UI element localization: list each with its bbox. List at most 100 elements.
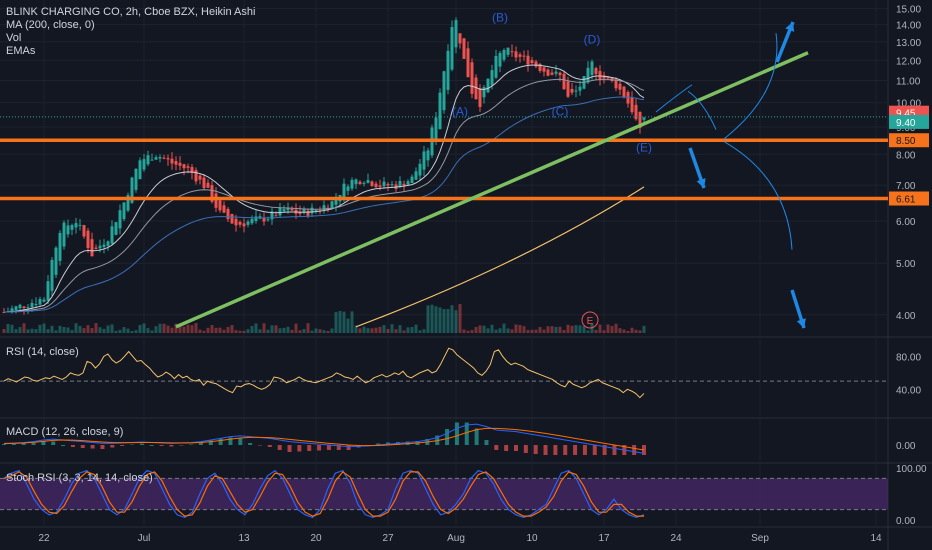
price-tag-value: 9.45 (896, 109, 916, 120)
candle-body (546, 69, 550, 76)
price-tick-label: 7.00 (896, 181, 916, 192)
macd-histogram-bar (297, 445, 302, 452)
candle-body (130, 177, 134, 203)
volume-bar (538, 327, 542, 333)
candle-body (510, 51, 514, 53)
candle-body (514, 51, 518, 58)
candle-body (150, 159, 154, 161)
macd-label[interactable]: MACD (12, 26, close, 9) (6, 426, 124, 438)
price-tag-bg (889, 133, 929, 148)
price-tick-label: 11.00 (896, 76, 921, 87)
volume-bar (522, 326, 526, 333)
candle-body (574, 90, 578, 92)
candle-body (642, 117, 646, 120)
candle-body (386, 183, 390, 186)
candle-body (146, 155, 150, 165)
volume-bar (634, 329, 638, 333)
macd-histogram-bar (543, 445, 548, 455)
rsi-label[interactable]: RSI (14, close) (6, 346, 79, 358)
indicator-emas[interactable]: EMAs (6, 45, 36, 57)
stoch-tick-label: 0.00 (896, 516, 916, 527)
macd-histogram-bar (474, 428, 479, 445)
candle-body (110, 226, 114, 244)
indicator-ma200[interactable]: MA (200, close, 0) (6, 19, 95, 31)
volume-bar (642, 325, 646, 333)
volume-bar (146, 328, 150, 333)
time-tick-label: 24 (670, 533, 682, 544)
chart-legend: BLINK CHARGING CO, 2h, Cboe BZX, Heikin … (6, 6, 255, 58)
volume-bar (462, 329, 466, 333)
volume-bar (82, 328, 86, 333)
volume-bar (534, 329, 538, 333)
candle-body (606, 77, 610, 79)
volume-bar (142, 323, 146, 333)
macd-histogram-bar (277, 445, 282, 450)
volume-bar (190, 325, 194, 333)
candle-body (302, 208, 306, 213)
volume-bar (370, 328, 374, 333)
time-tick-label: 13 (238, 533, 250, 544)
macd-histogram-bar (484, 440, 489, 445)
candle-body (138, 160, 142, 180)
candle-body (538, 64, 542, 71)
volume-bar (42, 323, 46, 333)
volume-bar (614, 323, 618, 333)
volume-bar (490, 324, 494, 333)
candle-body (210, 185, 214, 202)
candle-body (126, 195, 130, 211)
volume-bar (426, 305, 430, 333)
candle-body (54, 247, 58, 275)
candle-body (598, 71, 602, 80)
volume-bar (306, 323, 310, 333)
stoch-label[interactable]: Stoch RSI (3, 3, 14, 14, close) (6, 472, 153, 484)
stoch-tick-label: 100.00 (896, 464, 927, 475)
volume-bar (418, 330, 422, 333)
candle-body (590, 61, 594, 75)
volume-bar (114, 330, 118, 333)
volume-bar (486, 328, 490, 333)
candle-body (254, 216, 258, 222)
indicator-vol[interactable]: Vol (6, 32, 22, 44)
volume-bar (194, 323, 198, 333)
candle-body (446, 50, 450, 90)
time-tick-label: Aug (447, 533, 465, 544)
volume-bar (318, 329, 322, 333)
volume-bar (54, 330, 58, 333)
price-tick-label: 4.00 (896, 311, 916, 322)
candle-body (18, 304, 22, 309)
wave-label: (E) (636, 140, 652, 154)
wave-label: (A) (452, 105, 468, 119)
candle-body (586, 67, 590, 83)
volume-bar (546, 326, 550, 333)
macd-histogram-bar (602, 445, 607, 455)
macd-histogram-bar (189, 444, 194, 445)
price-tag-orange: 6.61 (889, 191, 929, 206)
candle-body (382, 181, 386, 187)
price-tag-bg (889, 114, 929, 129)
volume-bar (98, 327, 102, 333)
macd-histogram-bar (346, 445, 351, 450)
candle-body (22, 306, 26, 309)
candle-body (234, 218, 238, 226)
volume-bar (446, 309, 450, 333)
macd-histogram-bar (218, 438, 223, 445)
volume-bar (502, 323, 506, 333)
volume-bar (586, 330, 590, 333)
macd-histogram-bar (149, 445, 154, 446)
volume-bar (30, 328, 34, 333)
candle-body (518, 54, 522, 57)
candle-body (534, 61, 538, 67)
stoch-k-line (3, 469, 645, 519)
wave-label: (D) (584, 33, 601, 47)
candle-body (578, 86, 582, 91)
volume-bar (378, 326, 382, 333)
candle-body (58, 233, 62, 261)
candle-body (402, 183, 406, 186)
volume-bar (458, 304, 462, 333)
candle-body (614, 79, 618, 89)
volume-bar (598, 324, 602, 333)
macd-histogram-bar (208, 440, 213, 445)
candle-body (370, 181, 374, 186)
candle-body (450, 26, 454, 70)
